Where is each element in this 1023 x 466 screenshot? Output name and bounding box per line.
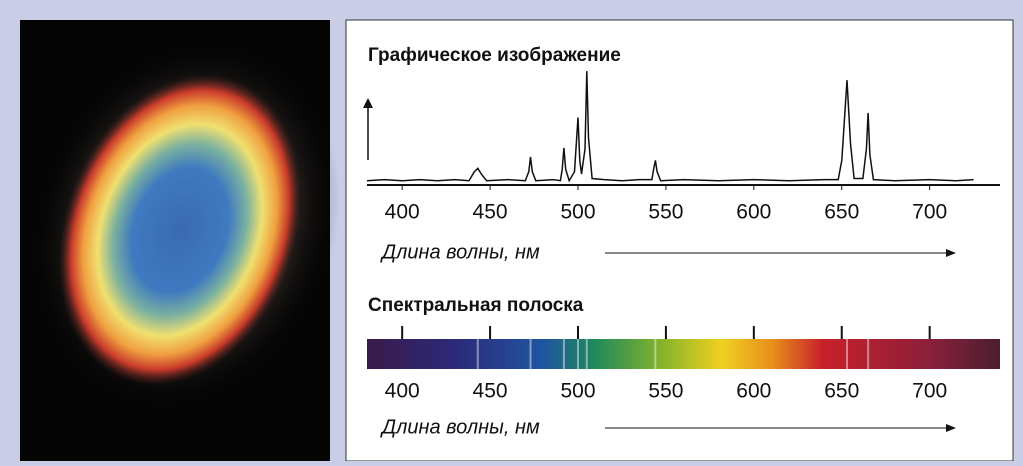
x-tick-label: 500 — [560, 380, 595, 403]
x-tick-label: 700 — [912, 380, 947, 403]
x-tick-label: 400 — [385, 201, 420, 224]
x-tick-label: 450 — [473, 201, 508, 224]
x-axis-label: Длина волны, нм — [380, 241, 540, 263]
strip-title: Спектральная полоска — [368, 295, 584, 316]
x-tick-label: 650 — [824, 380, 859, 403]
x-tick-label: 650 — [824, 201, 859, 224]
x-axis-label: Длина волны, нм — [380, 416, 540, 438]
x-tick-label: 500 — [560, 201, 595, 224]
graph-title: Графическое изображение — [368, 45, 621, 66]
x-tick-label: 600 — [736, 380, 771, 403]
x-tick-label: 550 — [648, 201, 683, 224]
page: {"chart_data":[ {"type":"line","title":"… — [0, 0, 1023, 461]
x-tick-label: 700 — [912, 201, 947, 224]
figure: Графическое изображение Спектральная пол… — [0, 0, 1023, 461]
spectral-strip — [367, 339, 1000, 369]
x-tick-label: 450 — [473, 380, 508, 403]
x-tick-label: 400 — [385, 380, 420, 403]
x-tick-label: 550 — [648, 380, 683, 403]
x-tick-label: 600 — [736, 201, 771, 224]
